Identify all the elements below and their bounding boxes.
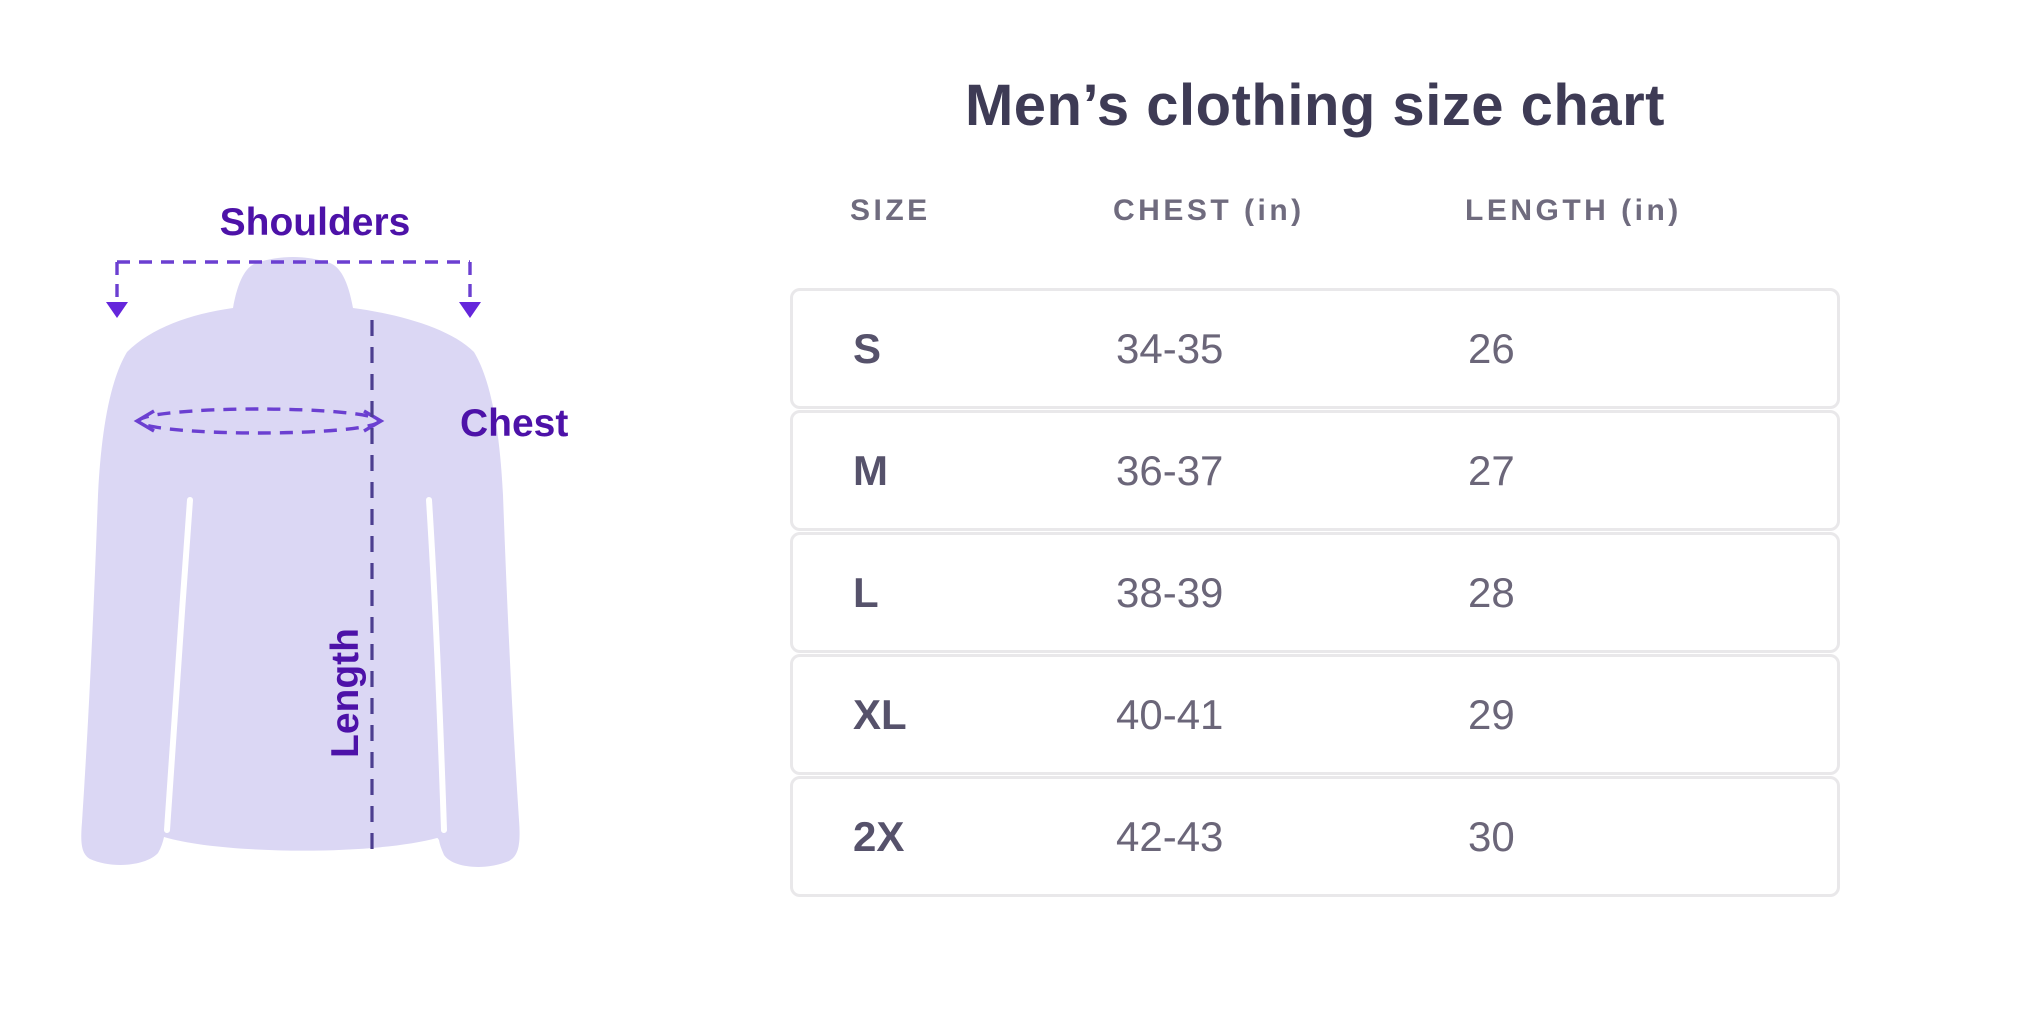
shirt-illustration [81,257,520,867]
chest-arrow-right-icon [363,409,385,433]
table-row: 2X 42-43 30 [790,776,1840,897]
right-armpit-gap [426,497,447,833]
length-cell: 30 [1468,812,1515,860]
size-cell: S [853,324,882,372]
length-cell: 28 [1468,568,1515,616]
shoulder-arrow-left-icon [106,302,128,318]
shoulder-arrow-right-icon [459,302,481,318]
shoulders-label: Shoulders [220,201,411,244]
page-title: Men’s clothing size chart [964,73,1666,138]
table-row: L 38-39 28 [790,532,1840,653]
length-cell: 29 [1468,690,1515,738]
table-row: S 34-35 26 [790,288,1840,409]
left-armpit-gap [164,497,193,833]
column-header-size: SIZE [850,194,931,227]
size-cell: 2X [853,812,905,860]
chest-cell: 34-35 [1116,324,1224,372]
table-header-row: SIZE CHEST (in) LENGTH (in) [790,194,1840,228]
length-label: Length [324,628,367,758]
table-row: M 36-37 27 [790,410,1840,531]
chest-label: Chest [460,402,568,445]
length-cell: 27 [1468,446,1515,494]
column-header-length: LENGTH (in) [1465,194,1682,227]
shirt-measurement-diagram: Shoulders Chest Length [81,201,568,867]
chest-arrow-left-icon [133,409,155,433]
shoulders-measure-bracket [115,260,472,302]
length-cell: 26 [1468,324,1515,372]
table-row: XL 40-41 29 [790,654,1840,775]
size-cell: M [853,446,888,494]
column-header-chest: CHEST (in) [1113,194,1305,227]
chest-cell: 38-39 [1116,568,1224,616]
chest-cell: 40-41 [1116,690,1224,738]
size-cell: L [853,568,879,616]
size-table: S 34-35 26 M 36-37 27 L 38-39 28 XL 40-4… [790,288,1840,897]
chest-cell: 36-37 [1116,446,1224,494]
size-cell: XL [853,690,907,738]
chest-cell: 42-43 [1116,812,1224,860]
